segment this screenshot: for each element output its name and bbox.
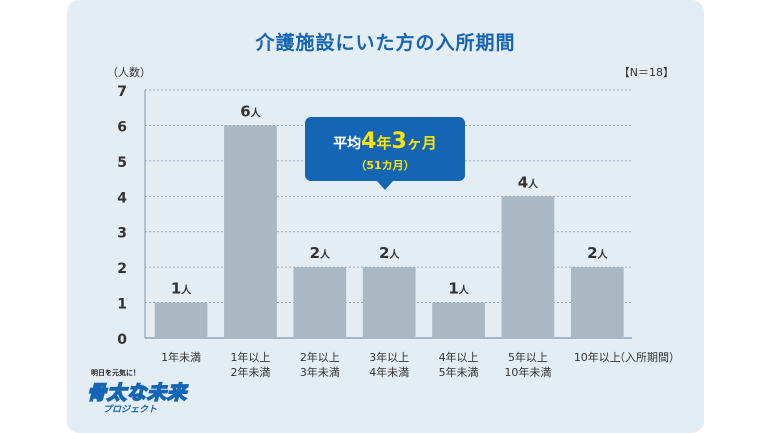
x-category-label: 4年未満	[369, 365, 409, 379]
x-category-label: 2年未満	[230, 365, 270, 379]
logo-sub-text: プロジェクト	[103, 405, 158, 415]
bar-value-label: 4人	[518, 173, 539, 191]
bar	[362, 267, 416, 338]
bar	[432, 302, 485, 338]
y-tick-label: 1	[117, 297, 127, 313]
x-category-label: 2年以上	[300, 350, 340, 364]
sample-size-note: 【N＝18】	[618, 66, 674, 79]
y-tick-label: 5	[117, 155, 127, 171]
chart-title: 介護施設にいた方の入所期間	[255, 32, 516, 54]
chart-card: 介護施設にいた方の入所期間 （人数） 【N＝18】 0 1 2 3 4 5 6 7 1人 6人 2…	[67, 0, 704, 433]
x-category-label: 4年以上	[439, 350, 479, 364]
bars	[154, 125, 624, 338]
bar	[501, 196, 555, 338]
bar-value-label: 1人	[171, 280, 192, 298]
y-tick-label: 4	[117, 190, 127, 206]
y-tick-label: 0	[117, 332, 127, 348]
bar	[570, 267, 624, 338]
x-category-label: 3年以上	[369, 350, 409, 364]
y-tick-label: 2	[117, 261, 127, 277]
x-category-label: 10年以上	[574, 350, 621, 364]
y-tick-label: 6	[117, 119, 127, 135]
bar-value-label: 2人	[310, 244, 331, 262]
bar-value-labels: 1人 6人 2人 2人 1人 4人 2人	[171, 102, 609, 297]
project-logo: 明日を元気に！ 骨太な未来 プロジェクト	[85, 366, 195, 418]
y-tick-label: 3	[117, 226, 127, 242]
x-axis-label: （入所期間）	[614, 351, 680, 364]
x-category-label: 3年未満	[300, 365, 340, 379]
bar	[154, 302, 208, 338]
x-category-label: 1年未満	[161, 350, 201, 364]
y-tick-label: 7	[117, 84, 127, 100]
bar-value-label: 6人	[240, 102, 261, 120]
bar-value-label: 2人	[379, 244, 400, 262]
y-tick-labels: 0 1 2 3 4 5 6 7	[117, 84, 127, 348]
callout-box	[305, 117, 465, 181]
bar-value-label: 1人	[448, 280, 469, 298]
bar-value-label: 2人	[587, 244, 608, 262]
average-callout: 平均4年3ヶ月 （51カ月）	[305, 117, 465, 190]
bar	[224, 125, 277, 338]
bar	[293, 267, 347, 338]
x-category-label: 5年以上	[508, 350, 548, 364]
callout-months-text: （51カ月）	[355, 159, 414, 172]
logo-main-text: 骨太な未来	[86, 381, 188, 405]
y-axis-label: （人数）	[107, 66, 151, 79]
callout-pointer	[377, 181, 393, 190]
callout-average-text: 平均4年3ヶ月	[333, 129, 437, 154]
x-category-label: 10年未満	[504, 365, 551, 379]
logo-tagline: 明日を元気に！	[91, 369, 140, 377]
x-category-label: 1年以上	[230, 350, 270, 364]
x-category-label: 5年未満	[439, 365, 479, 379]
